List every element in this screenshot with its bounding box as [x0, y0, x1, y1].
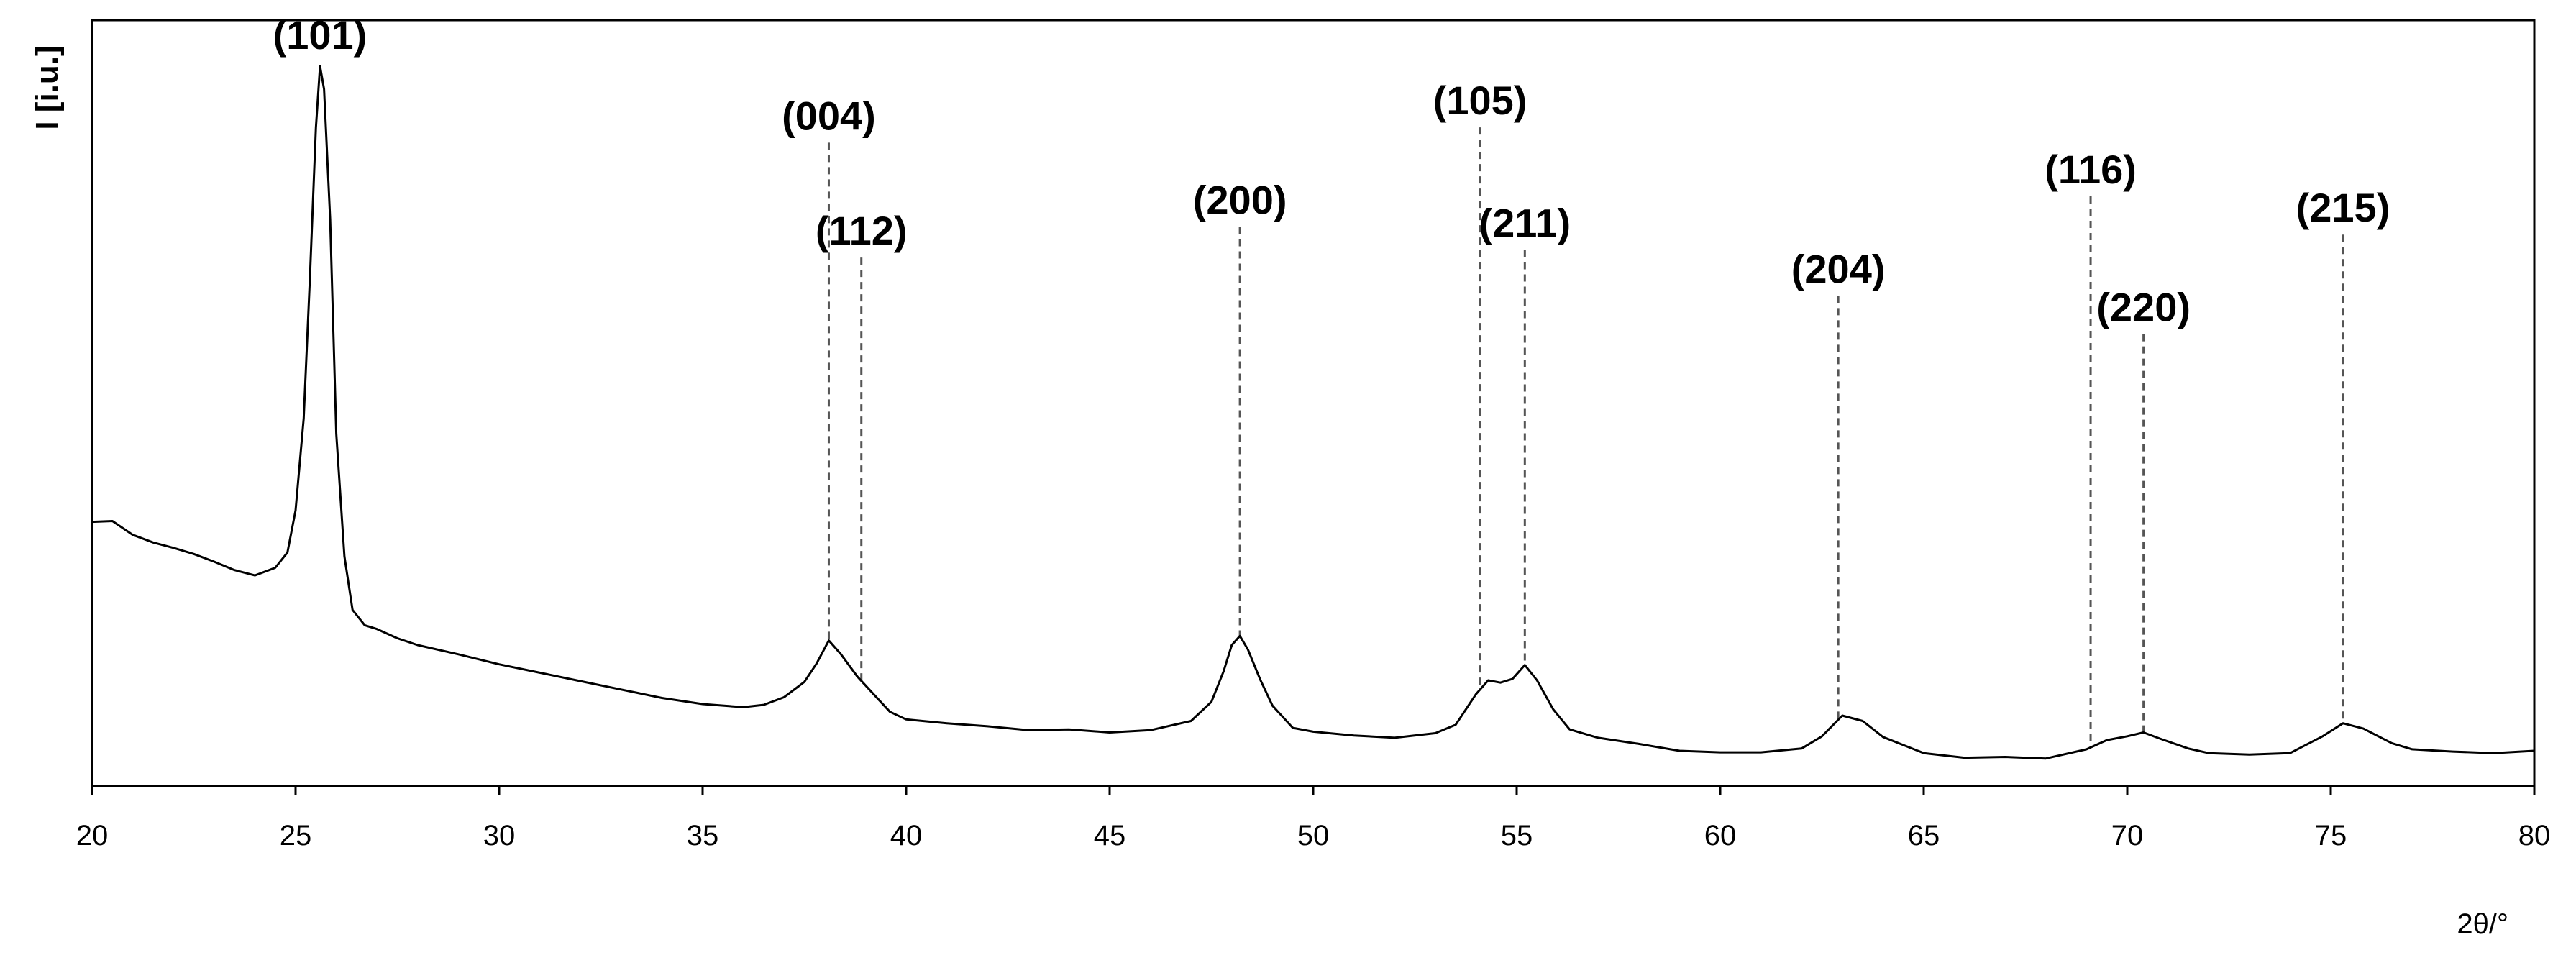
x-tick-label: 80 [2518, 820, 2551, 851]
x-tick-label: 45 [1094, 820, 1126, 851]
x-tick-label: 60 [1704, 820, 1737, 851]
peak-label: (112) [816, 208, 908, 253]
x-tick-label: 50 [1297, 820, 1330, 851]
x-tick-label: 25 [280, 820, 312, 851]
peak-label: (220) [2096, 285, 2191, 330]
x-tick-label: 55 [1501, 820, 1533, 851]
peak-label: (200) [1193, 178, 1287, 223]
x-tick-label: 30 [483, 820, 516, 851]
marker-lines [827, 127, 2344, 748]
x-tick-label: 75 [2315, 820, 2347, 851]
peak-label: (215) [2296, 185, 2390, 230]
x-tick-label: 65 [1908, 820, 1940, 851]
x-tick-label: 35 [687, 820, 719, 851]
peak-label: (105) [1433, 78, 1527, 123]
series-layer [91, 65, 2535, 760]
peak-label: (211) [1479, 201, 1571, 246]
plot-area-frame [91, 19, 2536, 787]
peak-label: (204) [1791, 246, 1886, 291]
x-axis-ticks: 20 25 30 35 40 45 50 55 60 65 70 75 80 [76, 786, 2551, 851]
x-tick-label: 70 [2111, 820, 2144, 851]
peak-label: (101) [273, 12, 367, 58]
diffraction-pattern-line [91, 65, 2535, 760]
peak-labels: (101) (004) (112) (200) (105) (211) (204) (116)… [273, 12, 2390, 330]
x-axis-label: 2θ/° [2457, 908, 2508, 940]
peak-label: (116) [2045, 147, 2137, 192]
x-tick-label: 20 [76, 820, 109, 851]
x-tick-label: 40 [890, 820, 923, 851]
peak-label: (004) [782, 93, 876, 138]
y-axis-label: I [i.u.] [29, 45, 65, 129]
